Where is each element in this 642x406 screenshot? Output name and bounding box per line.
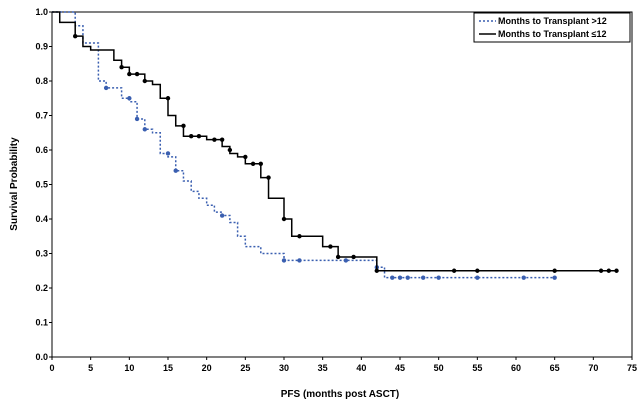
censor-mark	[142, 127, 147, 132]
y-tick-label: 0.6	[35, 145, 48, 155]
y-tick-label: 0.8	[35, 76, 48, 86]
x-tick-label: 70	[588, 363, 598, 373]
censor-mark	[390, 275, 395, 280]
censor-mark	[142, 78, 147, 84]
legend-label-gt12: Months to Transplant >12	[498, 16, 607, 26]
censor-mark	[212, 137, 217, 142]
censor-mark	[475, 275, 480, 280]
censor-mark	[521, 275, 526, 280]
x-tick-label: 40	[356, 363, 366, 373]
censor-mark	[103, 85, 109, 91]
x-tick-label: 30	[279, 363, 289, 373]
censor-mark	[165, 151, 171, 156]
y-tick-label: 1.0	[35, 7, 48, 17]
y-tick-label: 0.3	[35, 249, 48, 259]
censor-mark	[127, 71, 132, 77]
y-tick-label: 0.5	[35, 180, 48, 190]
censor-mark	[266, 175, 271, 180]
censor-mark	[250, 161, 256, 166]
x-tick-label: 15	[163, 363, 173, 373]
censor-mark	[189, 134, 194, 139]
censor-mark	[243, 154, 248, 160]
x-axis-label: PFS (months post ASCT)	[281, 389, 400, 400]
x-tick-label: 65	[550, 363, 560, 373]
plot-frame	[51, 11, 633, 358]
censor-mark	[405, 275, 410, 280]
legend-box	[473, 12, 631, 43]
censor-mark	[281, 216, 287, 222]
x-tick-label: 20	[202, 363, 212, 373]
x-tick-label: 60	[511, 363, 521, 373]
censor-mark	[351, 254, 356, 260]
x-tick-label: 25	[240, 363, 250, 373]
x-tick-label: 45	[395, 363, 405, 373]
censor-mark	[436, 275, 441, 280]
legend-label-le12: Months to Transplant ≤12	[498, 29, 606, 39]
censor-mark	[328, 244, 333, 249]
censor-mark	[127, 96, 132, 101]
y-axis-label: Survival Probability	[9, 137, 20, 231]
censor-mark	[165, 96, 171, 101]
series-layer	[52, 11, 619, 280]
x-tick-label: 55	[472, 363, 482, 373]
censor-mark	[297, 234, 302, 239]
censor-mark	[119, 65, 124, 70]
censor-mark	[297, 258, 302, 263]
censor-mark	[227, 147, 233, 153]
censor-mark	[73, 33, 78, 39]
y-tick-label: 0.2	[35, 283, 48, 293]
censor-mark	[552, 275, 557, 280]
censor-mark	[451, 268, 457, 273]
y-tick-label: 0.7	[35, 111, 48, 121]
censor-mark	[475, 268, 480, 273]
censor-mark	[196, 134, 202, 139]
censor-mark	[606, 268, 611, 273]
censor-mark	[598, 268, 604, 273]
censor-mark	[219, 213, 225, 218]
x-tick-label: 5	[88, 363, 93, 373]
x-axis: 0 5 10 15 20 25 30 35 40 45 50 55 60 65 70 75	[49, 357, 637, 373]
censor-mark	[421, 275, 426, 280]
x-tick-label: 35	[318, 363, 328, 373]
y-tick-label: 0.9	[35, 42, 48, 52]
survival-curve-0	[52, 11, 555, 279]
censor-mark	[173, 168, 178, 173]
censor-mark	[397, 275, 403, 280]
y-tick-label: 0.0	[35, 352, 48, 362]
x-tick-label: 0	[49, 363, 54, 373]
censor-mark	[335, 254, 341, 260]
censor-mark	[281, 258, 287, 263]
y-tick-label: 0.1	[35, 318, 48, 328]
legend: Months to Transplant >12 Months to Trans…	[473, 12, 631, 43]
censor-mark	[552, 268, 557, 273]
y-tick-label: 0.4	[35, 214, 48, 224]
censor-mark	[258, 161, 263, 166]
survival-curve-1	[52, 11, 617, 272]
censor-mark	[219, 137, 225, 142]
censor-mark	[181, 123, 186, 129]
x-tick-label: 10	[124, 363, 134, 373]
y-axis: 0.0 0.1 0.2 0.3 0.4 0.5 0.6 0.7 0.8 0.9 1.0	[35, 7, 52, 362]
x-tick-label: 50	[434, 363, 444, 373]
censor-mark	[614, 268, 619, 273]
censor-mark	[374, 268, 379, 273]
x-tick-label: 75	[627, 363, 637, 373]
censor-mark	[134, 116, 140, 122]
censor-mark	[343, 258, 349, 263]
censor-mark	[134, 71, 140, 77]
